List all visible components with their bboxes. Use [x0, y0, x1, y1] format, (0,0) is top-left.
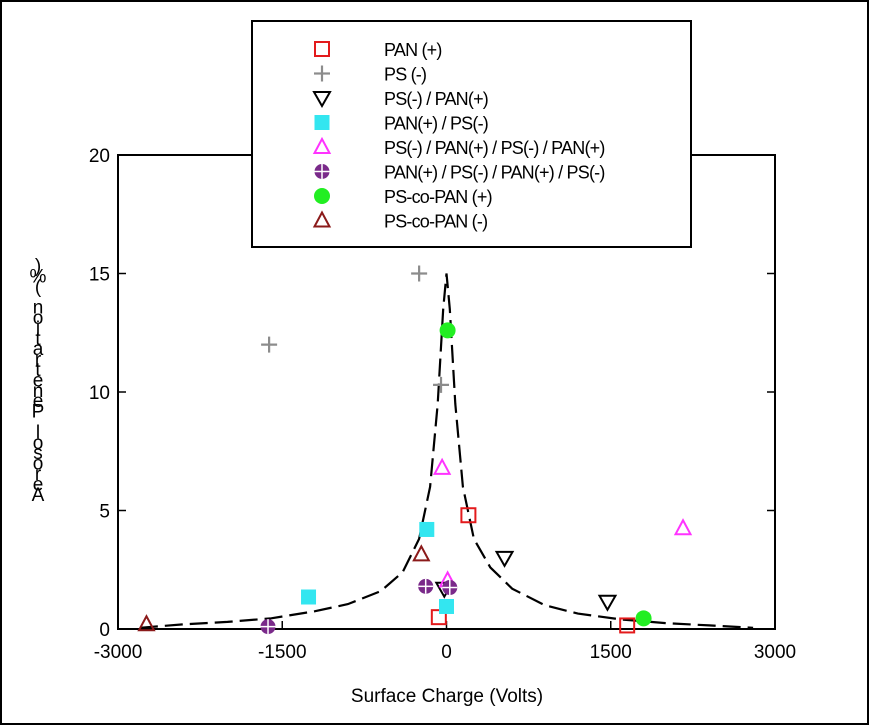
data-point [494, 550, 515, 568]
y-tick-label: 0 [99, 620, 110, 641]
y-axis-title-char: ) [35, 256, 41, 277]
y-axis-title-char: l [36, 422, 40, 443]
y-axis-title-char: e [33, 391, 44, 412]
y-tick-label: 5 [99, 502, 110, 523]
data-point [419, 521, 435, 537]
data-point [433, 376, 450, 393]
legend-label: PS-co-PAN (+) [384, 187, 492, 207]
x-tick-label: 3000 [754, 642, 796, 663]
y-axis-title-char: a [33, 339, 44, 360]
y-axis-title-char: e [33, 370, 44, 391]
data-point [673, 518, 693, 536]
series-6 [439, 322, 652, 627]
legend-label: PAN(+) / PS(-) / PAN(+) / PS(-) [384, 163, 605, 183]
x-axis-title: Surface Charge (Volts) [351, 686, 543, 707]
data-point [442, 580, 458, 596]
legend-marker [314, 65, 330, 82]
y-axis-title-char: A [32, 485, 45, 506]
data-point [137, 614, 156, 632]
series-3 [301, 521, 454, 614]
y-axis-title-char: o [33, 308, 44, 329]
y-axis-title-char: t [35, 329, 41, 350]
legend-marker [312, 210, 332, 228]
data-point [432, 457, 452, 475]
data-point [418, 578, 434, 594]
data-point [619, 617, 636, 634]
x-tick-label: -3000 [94, 642, 143, 663]
y-axis-title-char: o [33, 454, 44, 475]
legend: PAN (+) PS (-) PS(-) / PAN(+) PAN(+) / PS(-… [251, 20, 692, 248]
y-axis-title-char: i [36, 318, 40, 339]
axis-ticks-layer: -3000 -1500 0 1500 3000 0 5 10 15 20 [89, 146, 796, 663]
series-0 [430, 507, 636, 634]
legend-label: PAN(+) / PS(-) [384, 114, 488, 134]
fit-curve [139, 273, 754, 629]
y-axis-title-char: e [33, 474, 44, 495]
legend-label: PS(-) / PAN(+) / PS(-) / PAN(+) [384, 138, 605, 158]
data-point [411, 265, 428, 282]
data-point [301, 589, 317, 605]
y-axis-title-char: s [33, 443, 43, 464]
y-axis-title-char: ( [35, 277, 42, 298]
legend-marker [314, 41, 330, 57]
legend-marker [314, 115, 330, 130]
y-tick-label: 10 [89, 383, 110, 404]
data-points-layer [137, 265, 693, 635]
data-point [635, 610, 652, 627]
legend-marker [314, 164, 330, 179]
x-tick-label: -1500 [258, 642, 307, 663]
data-point [439, 322, 456, 339]
y-tick-label: 20 [89, 146, 110, 167]
fit-curve-layer [139, 273, 754, 629]
series-5 [260, 578, 458, 635]
y-axis-title-char: o [33, 433, 44, 454]
data-point [460, 507, 477, 524]
legend-marker [312, 91, 332, 109]
y-axis-title-char: % [30, 266, 47, 287]
data-point [412, 544, 431, 562]
y-axis-title-char: n [33, 298, 44, 319]
y-axis-title-char: r [35, 350, 42, 371]
legend-label: PS (-) [384, 65, 426, 85]
data-point [430, 609, 447, 626]
y-axis-title-char: P [32, 402, 45, 423]
legend-marker [314, 188, 330, 204]
x-tick-label: 0 [441, 642, 452, 663]
data-point [439, 598, 454, 614]
legend-box [251, 20, 692, 248]
data-point [261, 336, 278, 353]
series-1 [261, 265, 450, 393]
series-7 [137, 544, 431, 632]
y-tick-label: 15 [89, 265, 110, 286]
y-axis-title-char: n [33, 381, 44, 402]
legend-label: PS-co-PAN (-) [384, 212, 487, 232]
legend-marker [312, 136, 332, 154]
data-point [260, 619, 276, 635]
y-axis-title-char: r [35, 464, 42, 485]
y-axis-title-char: t [35, 360, 41, 381]
legend-label: PAN (+) [384, 40, 442, 60]
data-point [597, 594, 618, 612]
legend-label: PS(-) / PAN(+) [384, 89, 488, 109]
x-tick-label: 1500 [590, 642, 632, 663]
